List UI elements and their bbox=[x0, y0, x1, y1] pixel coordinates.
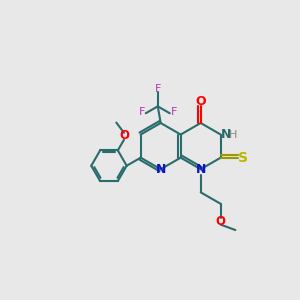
Text: H: H bbox=[229, 130, 237, 140]
Text: F: F bbox=[170, 107, 177, 118]
Text: N: N bbox=[155, 163, 166, 176]
Text: F: F bbox=[139, 107, 145, 118]
Text: O: O bbox=[195, 95, 206, 108]
Text: S: S bbox=[238, 151, 248, 165]
Text: O: O bbox=[119, 129, 129, 142]
Text: F: F bbox=[154, 84, 161, 94]
Text: N: N bbox=[221, 128, 231, 141]
Text: O: O bbox=[216, 215, 226, 228]
Text: N: N bbox=[196, 163, 206, 176]
